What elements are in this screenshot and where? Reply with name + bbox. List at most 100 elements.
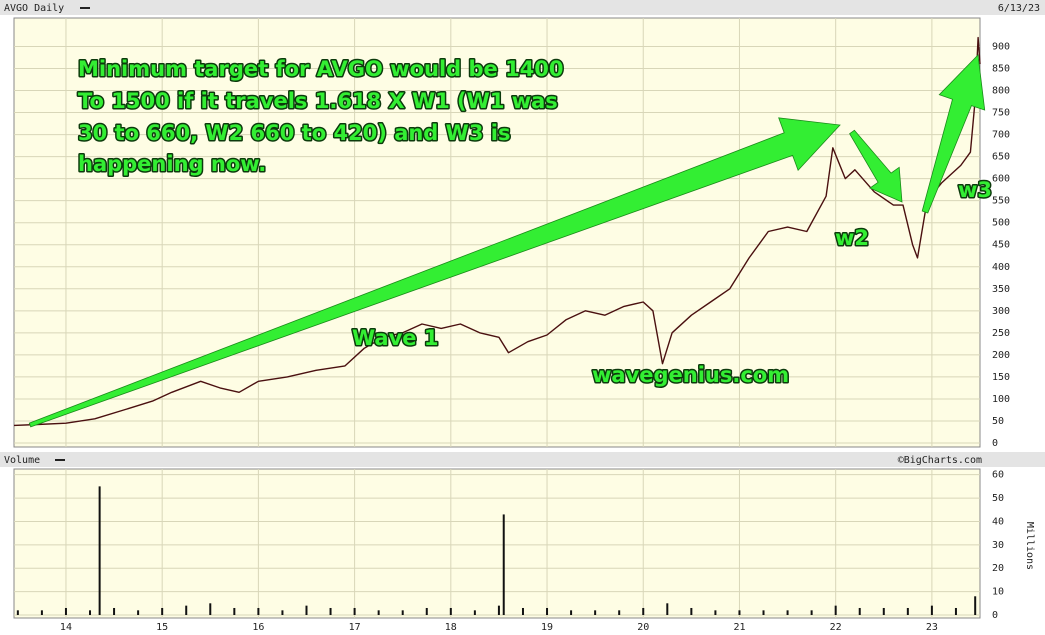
volume-bar xyxy=(497,605,500,615)
x-tick-label: 18 xyxy=(445,622,457,633)
legend-dash xyxy=(80,7,90,9)
annotation: w3 xyxy=(958,178,992,202)
volume-bar xyxy=(425,607,428,615)
price-line xyxy=(13,36,981,427)
y-tick-label: 700 xyxy=(992,130,1010,141)
y-tick-label: 0 xyxy=(992,610,998,621)
volume-bar xyxy=(594,610,597,615)
volume-bar xyxy=(329,607,332,615)
volume-bar xyxy=(738,610,741,615)
y-tick-label: 30 xyxy=(992,540,1004,551)
y-tick-label: 0 xyxy=(992,438,998,449)
chart-title: AVGO Daily xyxy=(4,3,64,14)
volume-bar xyxy=(690,607,693,615)
volume-bar xyxy=(666,603,669,615)
volume-bar xyxy=(16,610,19,615)
x-tick-label: 17 xyxy=(349,622,361,633)
y-tick-label: 800 xyxy=(992,86,1010,97)
volume-bar xyxy=(906,607,909,615)
volume-bar xyxy=(954,607,957,615)
y-tick-label: 100 xyxy=(992,394,1010,405)
arrow xyxy=(849,129,903,203)
y-tick-label: 650 xyxy=(992,152,1010,163)
volume-bar xyxy=(546,607,549,615)
source: ©BigCharts.com xyxy=(898,455,982,466)
volume-bar xyxy=(209,603,212,615)
x-tick-label: 21 xyxy=(733,622,745,633)
volume-bar xyxy=(974,596,977,615)
y-tick-label: 50 xyxy=(992,416,1004,427)
y-tick-label: 20 xyxy=(992,563,1004,574)
x-tick-label: 15 xyxy=(156,622,168,633)
volume-bar xyxy=(882,607,885,615)
y-tick-label: 40 xyxy=(992,516,1004,527)
volume-bar xyxy=(113,607,116,615)
annotation: w2 xyxy=(835,226,869,250)
y-tick-label: 250 xyxy=(992,328,1010,339)
volume-bar xyxy=(810,610,813,615)
volume-bar xyxy=(305,605,308,615)
x-tick-label: 20 xyxy=(637,622,649,633)
volume-bar xyxy=(185,605,188,615)
volume-bar xyxy=(786,610,789,615)
plot-area xyxy=(13,468,981,619)
x-tick-label: 19 xyxy=(541,622,553,633)
volume-bar xyxy=(714,610,717,615)
y-tick-label: 450 xyxy=(992,240,1010,251)
y-tick-label: 350 xyxy=(992,284,1010,295)
volume-bar xyxy=(233,607,236,615)
y-tick-label: 750 xyxy=(992,108,1010,119)
y-tick-label: 500 xyxy=(992,218,1010,229)
y-tick-label: 900 xyxy=(992,41,1010,52)
x-tick-label: 22 xyxy=(830,622,842,633)
y-tick-label: 200 xyxy=(992,350,1010,361)
volume-bar xyxy=(930,605,933,615)
annotation: Minimum target for AVGO would be 1400 xyxy=(78,57,564,81)
volume-title: Volume xyxy=(4,455,40,466)
annotation: 30 to 660, W2 660 to 420) and W3 is xyxy=(78,121,510,145)
y-tick-label: 60 xyxy=(992,470,1004,481)
arrow xyxy=(921,54,986,214)
volume-bar xyxy=(642,607,645,615)
volume-bar xyxy=(858,607,861,615)
legend-dash xyxy=(55,459,65,461)
volume-bar xyxy=(98,486,101,615)
volume-bar xyxy=(762,610,765,615)
arrow xyxy=(28,117,841,428)
volume-bar xyxy=(137,610,140,615)
volume-bar xyxy=(618,610,621,615)
volume-bar xyxy=(449,607,452,615)
volume-bar xyxy=(521,607,524,615)
y-tick-label: 300 xyxy=(992,306,1010,317)
volume-bar xyxy=(834,605,837,615)
annotations: Minimum target for AVGO would be 1400 To… xyxy=(28,54,994,428)
volume-bar xyxy=(161,607,164,615)
y-tick-label: 600 xyxy=(992,174,1010,185)
y-tick-label: 50 xyxy=(992,493,1004,504)
annotation: To 1500 if it travels 1.618 X W1 (W1 was xyxy=(78,89,558,113)
volume-header-bar xyxy=(0,452,1045,467)
annotation: happening now. xyxy=(78,152,266,176)
volume-bar xyxy=(502,514,505,615)
y-tick-label: 10 xyxy=(992,587,1004,598)
annotation: Wave 1 xyxy=(352,326,438,350)
volume-bar xyxy=(353,607,356,615)
y-axis-label: Millions xyxy=(1024,522,1035,570)
volume-bar xyxy=(281,610,284,615)
volume-bar xyxy=(64,607,67,615)
x-tick-label: 16 xyxy=(252,622,264,633)
volume-bar xyxy=(89,610,92,615)
volume-bar xyxy=(473,610,476,615)
y-tick-label: 150 xyxy=(992,372,1010,383)
volume-bar xyxy=(257,607,260,615)
y-tick-label: 850 xyxy=(992,63,1010,74)
annotation: wavegenius.com xyxy=(592,363,789,387)
date: 6/13/23 xyxy=(998,3,1040,14)
volume-bar xyxy=(570,610,573,615)
header-bar xyxy=(0,0,1045,15)
volume-bar xyxy=(401,610,404,615)
y-tick-label: 400 xyxy=(992,262,1010,273)
x-tick-label: 23 xyxy=(926,622,938,633)
y-tick-label: 550 xyxy=(992,196,1010,207)
